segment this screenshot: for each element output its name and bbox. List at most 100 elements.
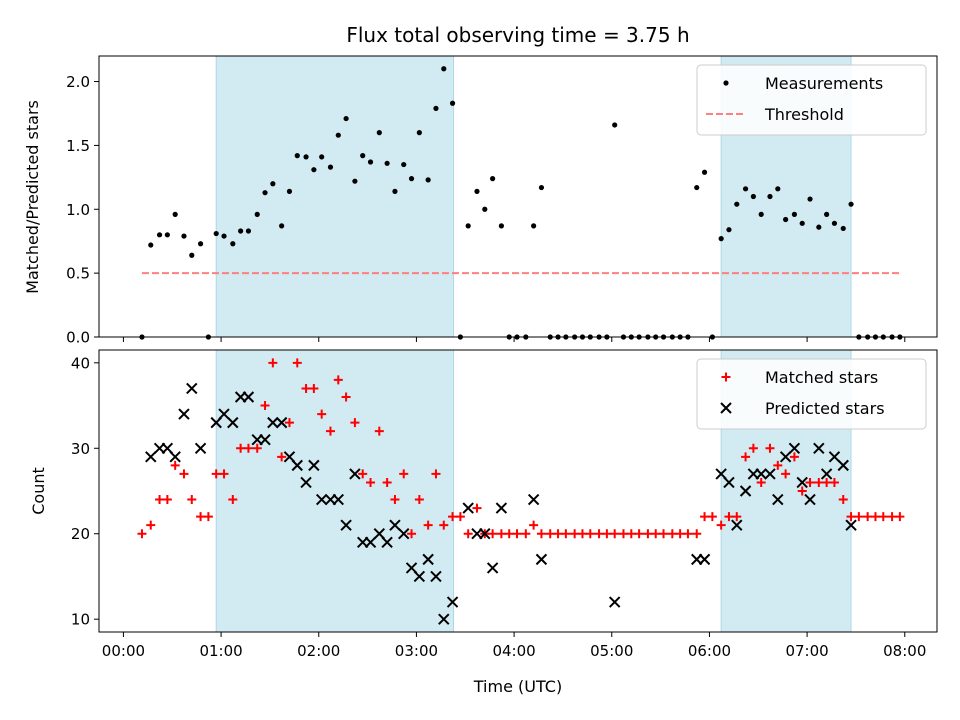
measurement-point	[441, 66, 447, 72]
matched-stars-point	[496, 529, 506, 539]
measurement-point	[498, 223, 504, 229]
legend-label: Matched stars	[765, 368, 878, 387]
predicted-stars-point	[739, 485, 752, 497]
measurement-point	[474, 188, 480, 194]
matched-stars-point	[675, 529, 685, 539]
matched-stars-point	[268, 358, 278, 368]
bottom-series-matched-stars	[137, 358, 905, 539]
matched-stars-point	[626, 529, 636, 539]
legend-marker-measurements	[723, 80, 729, 86]
legend-marker-predicted-stars	[720, 402, 732, 414]
measurement-point	[148, 242, 154, 248]
measurement-point	[360, 153, 366, 159]
legend-label: Measurements	[765, 74, 883, 93]
matched-stars-point	[536, 529, 546, 539]
predicted-stars-point	[446, 596, 459, 608]
measurement-point	[238, 228, 244, 234]
predicted-stars-point	[813, 442, 825, 454]
predicted-stars-point	[364, 536, 377, 548]
predicted-stars-point	[389, 519, 401, 531]
matched-stars-point	[553, 529, 563, 539]
measurement-point	[758, 211, 764, 217]
measurement-point	[612, 122, 618, 128]
bottom-panel: 10 20 30 40 00:00 01:00 02:00 03:00 04:00 05:00 06…	[71, 349, 938, 660]
measurement-point	[816, 224, 822, 230]
top-y-tick-label: 0.5	[66, 265, 90, 283]
matched-stars-point	[155, 495, 165, 505]
matched-stars-point	[463, 529, 473, 539]
predicted-stars-point	[788, 442, 801, 454]
bottom-axes-frame	[98, 349, 938, 633]
matched-stars-point	[292, 358, 302, 368]
measurement-point	[384, 160, 390, 166]
measurement-point	[367, 159, 374, 165]
matched-stars-point	[570, 529, 580, 539]
predicted-stars-point	[218, 408, 230, 420]
matched-stars-point	[146, 520, 156, 530]
matched-stars-point	[577, 529, 587, 539]
measurement-point	[734, 201, 740, 207]
matched-stars-point	[407, 529, 417, 539]
measurement-point	[433, 105, 439, 111]
matched-stars-point	[472, 503, 482, 513]
measurement-point	[848, 201, 854, 207]
x-tick-label: 04:00	[492, 642, 535, 660]
matched-stars-point	[724, 512, 734, 522]
predicted-stars-point	[178, 408, 190, 420]
matched-stars-point	[887, 512, 897, 522]
matched-stars-point	[707, 512, 717, 522]
predicted-stars-point	[430, 570, 442, 583]
matched-stars-point	[170, 460, 180, 470]
measurement-point	[401, 161, 407, 168]
matched-stars-point	[895, 512, 905, 522]
matched-stars-point	[211, 469, 221, 479]
legend-marker-matched-stars	[721, 372, 731, 382]
matched-stars-point	[634, 529, 644, 539]
predicted-stars-point	[259, 434, 271, 446]
matched-stars-point	[545, 529, 555, 539]
bottom-y-tick-label: 40	[71, 354, 90, 372]
top-y-tick-label: 2.0	[66, 73, 90, 91]
measurement-point	[311, 167, 317, 173]
measurement-point	[701, 169, 708, 175]
matched-stars-point	[829, 477, 839, 487]
measurement-point	[465, 223, 471, 229]
predicted-stars-point	[779, 451, 792, 463]
predicted-stars-point	[845, 519, 857, 531]
matched-stars-point	[822, 477, 832, 487]
measurement-point	[718, 236, 724, 242]
matched-stars-point	[756, 477, 766, 487]
matched-stars-point	[448, 512, 458, 522]
measurement-point	[376, 130, 382, 136]
matched-stars-point	[602, 529, 612, 539]
x-tick-label: 07:00	[785, 642, 828, 660]
predicted-stars-point	[308, 459, 320, 472]
measurement-point	[254, 211, 260, 217]
matched-stars-point	[455, 512, 465, 522]
matched-stars-point	[667, 529, 677, 539]
bottom-legend-box	[696, 358, 927, 430]
measurement-point	[319, 154, 325, 160]
measurement-point	[490, 176, 496, 182]
predicted-stars-point	[698, 553, 711, 566]
x-tick-label: 05:00	[590, 642, 633, 660]
matched-stars-point	[692, 529, 702, 539]
top-y-tick-label: 1.5	[66, 137, 90, 155]
measurement-point	[286, 188, 293, 194]
matched-stars-point	[700, 512, 710, 522]
x-tick-label: 08:00	[883, 642, 926, 660]
top-legend-box	[696, 64, 927, 136]
bottom-shaded-interval	[215, 349, 455, 633]
top-y-tick-label: 0.0	[66, 329, 90, 347]
predicted-stars-point	[194, 442, 207, 454]
matched-stars-point	[741, 452, 751, 462]
matched-stars-point	[521, 529, 531, 539]
predicted-stars-point	[340, 519, 352, 531]
matched-stars-point	[651, 529, 661, 539]
matched-stars-point	[399, 469, 409, 479]
matched-stars-point	[431, 469, 441, 479]
matched-stars-point	[277, 452, 287, 462]
measurement-point	[824, 211, 830, 217]
x-tick-label: 06:00	[688, 642, 731, 660]
predicted-stars-point	[169, 451, 181, 463]
